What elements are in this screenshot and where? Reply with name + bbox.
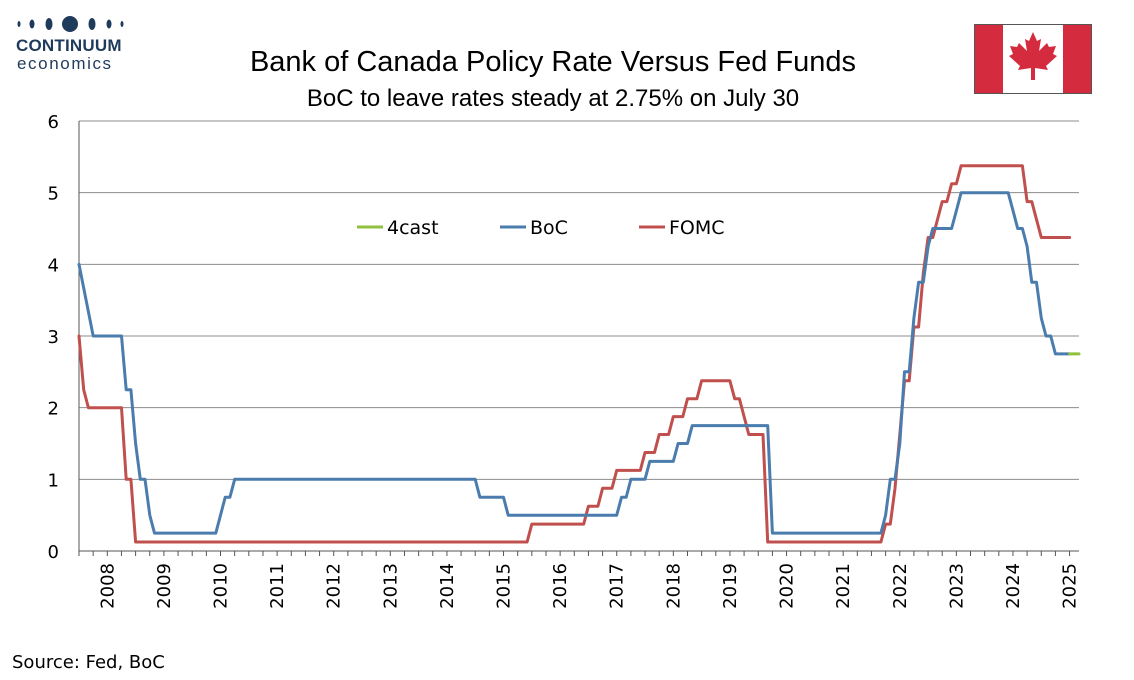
series-line-boc — [77, 191, 1072, 535]
logo-wordmark: CONTINUUM — [16, 36, 122, 55]
x-tick-label: 2024 — [1003, 563, 1024, 609]
x-tick-label: 2011 — [267, 563, 288, 609]
logo-dots-icon — [17, 16, 124, 32]
x-tick-label: 2010 — [211, 563, 232, 609]
x-tick-label: 2023 — [946, 563, 967, 609]
legend-label: 4cast — [387, 217, 439, 239]
chart-title: Bank of Canada Policy Rate Versus Fed Fu… — [249, 46, 857, 78]
x-tick-label: 2017 — [607, 563, 628, 609]
x-tick-label: 2012 — [324, 563, 345, 609]
x-tick-label: 2021 — [833, 563, 854, 609]
y-tick-label: 6 — [48, 112, 59, 133]
y-tick-label: 2 — [48, 399, 59, 420]
x-tick-label: 2013 — [380, 563, 401, 609]
legend-label: FOMC — [669, 217, 725, 239]
x-tick-label: 2016 — [550, 563, 571, 609]
x-tick-label: 2018 — [663, 563, 684, 609]
y-tick-label: 5 — [48, 184, 59, 205]
x-tick-label: 2014 — [437, 563, 458, 609]
x-tick-label: 2015 — [494, 563, 515, 609]
continuum-logo: CONTINUUM economics — [14, 14, 144, 76]
x-tick-label: 2019 — [720, 563, 741, 609]
legend-label: BoC — [530, 217, 568, 239]
y-tick-label: 4 — [48, 255, 59, 276]
x-tick-label: 2025 — [1060, 563, 1081, 609]
x-tick-label: 2020 — [777, 563, 798, 609]
x-tick-label: 2022 — [890, 563, 911, 609]
series-line-fomc — [77, 164, 1072, 544]
y-tick-label: 3 — [48, 327, 59, 348]
canada-flag-icon — [974, 24, 1092, 94]
chart-subtitle: BoC to leave rates steady at 2.75% on Ju… — [306, 85, 800, 112]
y-tick-label: 0 — [48, 542, 59, 563]
source-note: Source: Fed, BoC — [12, 652, 165, 673]
logo-subtitle: economics — [17, 54, 113, 73]
y-tick-label: 1 — [48, 470, 59, 491]
x-tick-label: 2009 — [154, 563, 175, 609]
x-tick-label: 2008 — [97, 563, 118, 609]
